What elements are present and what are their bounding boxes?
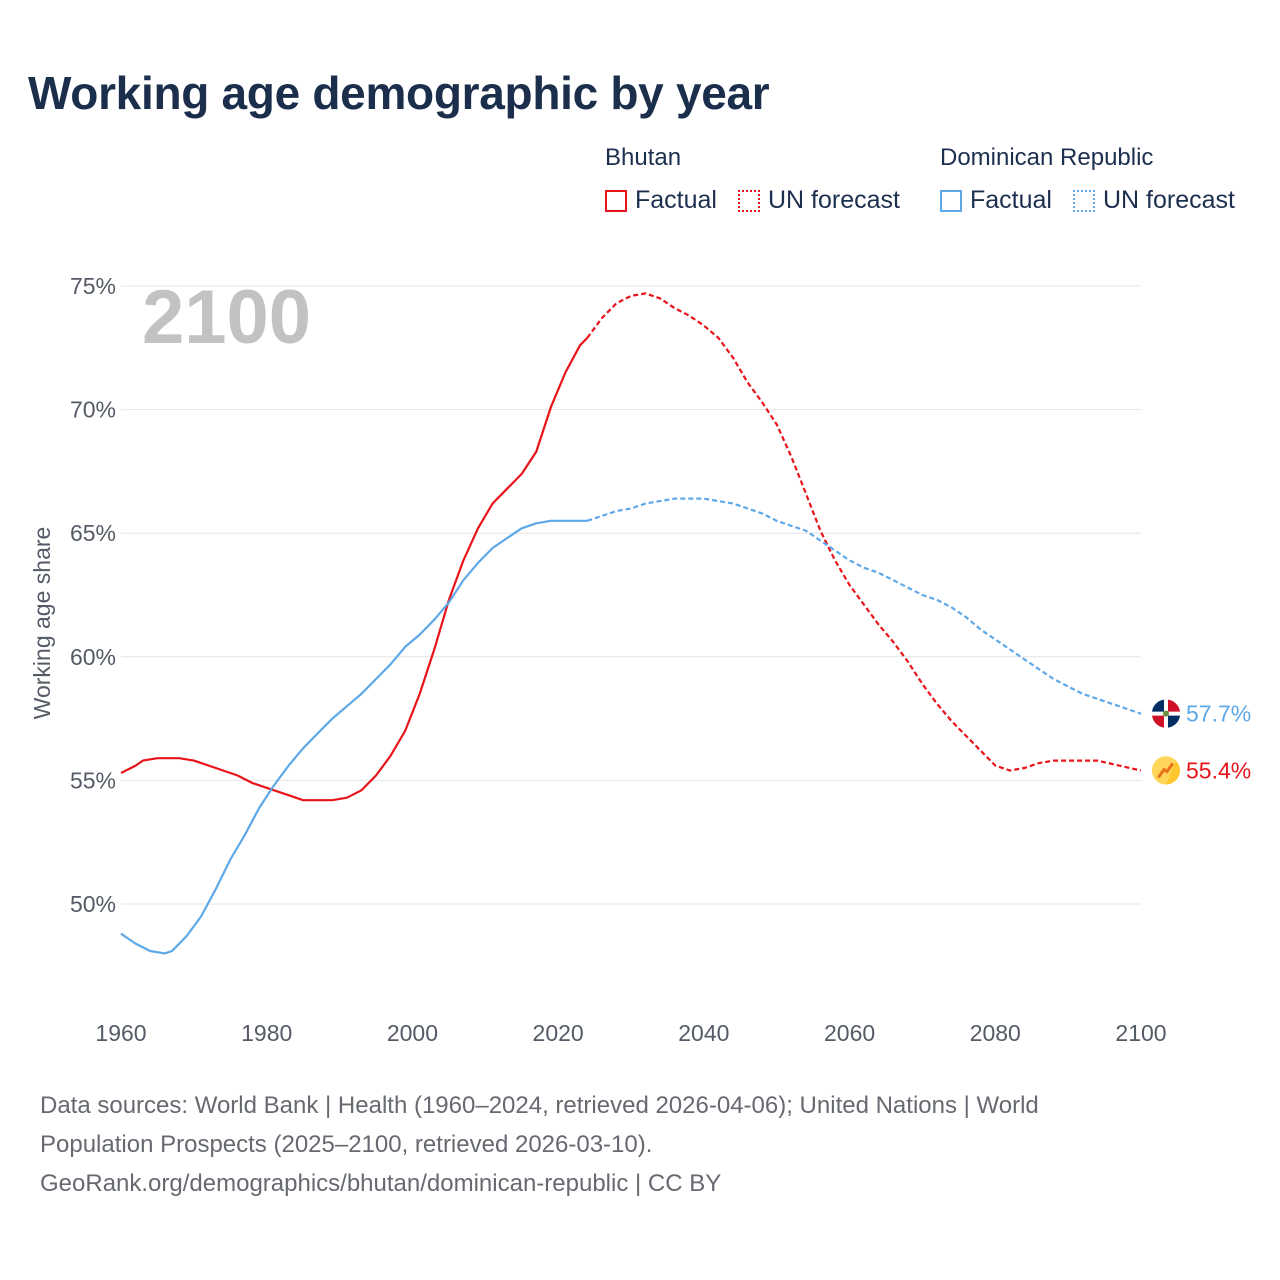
legend-label: UN forecast: [768, 186, 900, 214]
footer-sources-line2: Population Prospects (2025–2100, retriev…: [40, 1131, 653, 1158]
legend-swatch-dotted-blue: [1073, 189, 1095, 212]
legend-dr-forecast[interactable]: UN forecast: [1073, 186, 1235, 215]
series-line-bhutan-factual: [120, 337, 589, 802]
y-tick-label: 65%: [70, 520, 116, 546]
footer-sources-line1: Data sources: World Bank | Health (1960–…: [40, 1092, 1039, 1119]
legend-group-dominican-republic: Dominican Republic: [940, 144, 1154, 171]
legend-label: UN forecast: [1103, 186, 1235, 214]
flag-quadrant: [1152, 715, 1164, 728]
legend-label: Factual: [970, 186, 1052, 214]
series-line-bhutan-forecast: [586, 292, 1142, 772]
series-lines: [120, 292, 1142, 955]
legend-swatch-solid-red: [605, 189, 627, 212]
grid-lines: [121, 285, 1141, 905]
legend-dr-factual[interactable]: Factual: [940, 186, 1052, 215]
flag-quadrant: [1152, 699, 1164, 712]
legend-bhutan-forecast[interactable]: UN forecast: [738, 186, 900, 215]
y-tick-label: 60%: [70, 644, 116, 670]
x-tick-label: 1960: [95, 1020, 146, 1046]
x-tick-label: 2040: [678, 1020, 729, 1046]
footer-attribution[interactable]: GeoRank.org/demographics/bhutan/dominica…: [40, 1170, 722, 1197]
y-axis-ticks: 50% 55% 60% 65% 70% 75%: [70, 273, 116, 917]
flag-quadrant: [1168, 715, 1180, 728]
x-axis-ticks: 1960 1980 2000 2020 2040 2060 2080 2100: [95, 1020, 1166, 1046]
flag-icon-bhutan-dragon: [1157, 763, 1174, 779]
x-tick-label: 2020: [533, 1020, 584, 1046]
legend-swatch-dotted-red: [738, 189, 760, 212]
x-tick-label: 2080: [970, 1020, 1021, 1046]
y-axis-title: Working age share: [29, 527, 55, 720]
x-tick-label: 1980: [241, 1020, 292, 1046]
y-tick-label: 50%: [70, 891, 116, 917]
series-line-dominican-republic-factual: [120, 519, 588, 955]
series-line-dominican-republic-forecast: [586, 497, 1142, 715]
end-value-label-bhutan: 55.4%: [1186, 758, 1251, 784]
x-tick-label: 2060: [824, 1020, 875, 1046]
legend-group-bhutan: Bhutan: [605, 144, 682, 171]
y-tick-label: 70%: [70, 397, 116, 423]
y-tick-label: 75%: [70, 273, 116, 299]
y-tick-label: 55%: [70, 767, 116, 793]
x-tick-label: 2000: [387, 1020, 438, 1046]
flag-emblem: [1163, 710, 1169, 717]
legend-swatch-solid-blue: [940, 189, 962, 212]
legend-label: Factual: [635, 186, 717, 214]
chart-title: Working age demographic by year: [28, 67, 770, 119]
legend-bhutan-factual[interactable]: Factual: [605, 186, 717, 215]
x-tick-label: 2100: [1115, 1020, 1166, 1046]
year-overlay: 2100: [142, 275, 311, 360]
footer: Data sources: World Bank | Health (1960–…: [40, 1086, 1220, 1203]
flag-quadrant: [1168, 699, 1180, 712]
end-markers: 55.4% 57.7%: [1151, 699, 1251, 785]
line-chart: 2100 50% 55% 60% 65% 70% 75% 1960 1980 2000 2020…: [29, 273, 1251, 1046]
end-value-label-dominican-republic: 57.7%: [1186, 701, 1251, 727]
